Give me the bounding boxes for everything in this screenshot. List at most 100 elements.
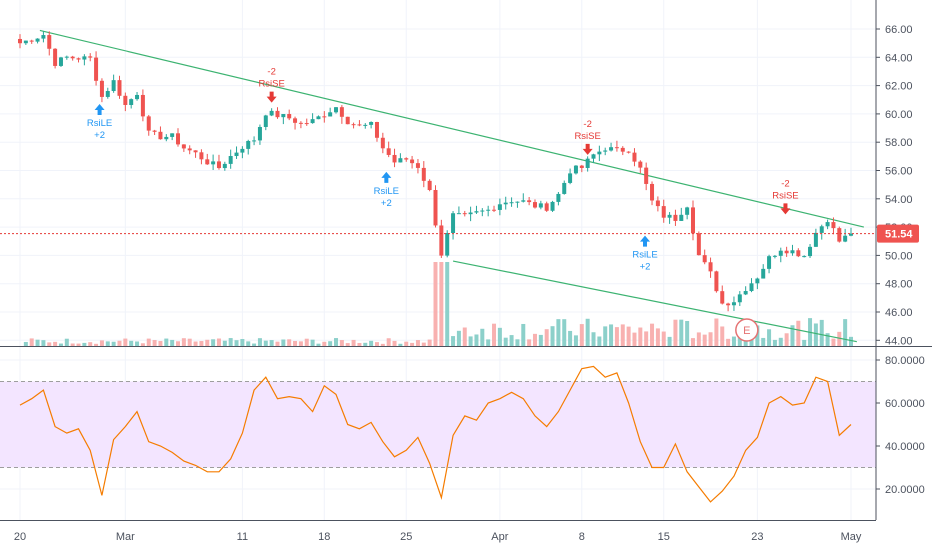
candle[interactable] (339, 105, 344, 124)
candle[interactable] (579, 164, 584, 173)
candle[interactable] (808, 244, 813, 258)
candle[interactable] (105, 87, 110, 99)
candle[interactable] (433, 185, 438, 228)
candle[interactable] (363, 123, 368, 129)
candle[interactable] (468, 206, 473, 222)
candle[interactable] (53, 48, 58, 69)
candle[interactable] (825, 219, 830, 230)
candle[interactable] (228, 149, 233, 169)
candle[interactable] (480, 208, 485, 217)
candle[interactable] (94, 51, 99, 86)
candle[interactable] (614, 140, 619, 152)
candle[interactable] (679, 207, 684, 221)
short-entry-signal[interactable]: RsiSE-2 (574, 119, 601, 155)
candle[interactable] (696, 231, 701, 256)
candle[interactable] (849, 227, 853, 237)
candle[interactable] (603, 147, 608, 156)
candle[interactable] (749, 278, 754, 293)
rsi-line[interactable] (19, 365, 852, 503)
candle[interactable] (690, 200, 695, 241)
candle[interactable] (726, 302, 731, 312)
candle[interactable] (269, 108, 274, 117)
candle[interactable] (731, 296, 736, 311)
candle[interactable] (404, 157, 409, 162)
candle[interactable] (47, 31, 52, 56)
candle[interactable] (88, 53, 93, 62)
candle[interactable] (199, 149, 204, 165)
candle[interactable] (673, 209, 678, 226)
candle[interactable] (796, 248, 801, 258)
candle[interactable] (737, 291, 742, 307)
candle[interactable] (650, 181, 655, 206)
candle[interactable] (568, 168, 573, 185)
candle[interactable] (720, 285, 725, 305)
candle[interactable] (497, 198, 502, 216)
short-entry-signal[interactable]: RsiSE-2 (772, 178, 799, 215)
candle[interactable] (328, 107, 333, 117)
candle[interactable] (743, 286, 748, 296)
candle[interactable] (205, 153, 210, 165)
candle[interactable] (117, 75, 122, 99)
candle[interactable] (304, 118, 309, 126)
candle[interactable] (451, 211, 456, 240)
candle[interactable] (790, 244, 795, 256)
candle[interactable] (275, 107, 280, 119)
candle[interactable] (369, 121, 374, 129)
candle[interactable] (222, 161, 227, 171)
candle[interactable] (35, 38, 40, 44)
candle[interactable] (562, 180, 567, 195)
candle[interactable] (123, 92, 128, 112)
candle[interactable] (386, 141, 391, 158)
candle[interactable] (538, 200, 543, 210)
candle[interactable] (240, 146, 245, 159)
candle[interactable] (532, 199, 537, 209)
candle[interactable] (263, 114, 268, 131)
candle[interactable] (351, 122, 356, 129)
candle[interactable] (632, 148, 637, 167)
candle[interactable] (515, 201, 520, 208)
candle[interactable] (129, 98, 134, 109)
candle[interactable] (655, 196, 660, 212)
candle[interactable] (462, 210, 467, 217)
candle[interactable] (644, 162, 649, 191)
candle[interactable] (527, 196, 532, 206)
candle[interactable] (398, 153, 403, 163)
candle[interactable] (176, 128, 181, 147)
candle[interactable] (843, 228, 848, 243)
candle[interactable] (216, 154, 221, 170)
candle[interactable] (591, 153, 596, 163)
candle[interactable] (486, 205, 491, 217)
candle[interactable] (252, 136, 257, 146)
candle[interactable] (410, 155, 415, 169)
candle[interactable] (187, 145, 192, 155)
candle[interactable] (287, 109, 292, 121)
candle[interactable] (439, 219, 444, 259)
candle[interactable] (298, 121, 303, 129)
long-entry-signal[interactable]: RsiLE+2 (632, 235, 658, 273)
candle[interactable] (456, 206, 461, 215)
candle[interactable] (152, 129, 157, 136)
candle[interactable] (544, 201, 549, 212)
candle[interactable] (82, 54, 87, 66)
candle[interactable] (661, 199, 666, 223)
trendlines[interactable] (39, 29, 865, 343)
trendline[interactable] (452, 260, 857, 343)
candle[interactable] (609, 142, 614, 152)
strategy-signals[interactable]: RsiLE+2RsiSE-2RsiLE+2RsiSE-2RsiLE+2RsiSE… (87, 67, 799, 273)
candle[interactable] (427, 179, 432, 192)
candle[interactable] (767, 254, 772, 274)
earnings-marker[interactable]: E (735, 318, 759, 342)
candle[interactable] (573, 165, 578, 175)
candle[interactable] (357, 120, 362, 127)
long-entry-signal[interactable]: RsiLE+2 (87, 103, 112, 141)
candle[interactable] (41, 31, 46, 43)
candle[interactable] (316, 115, 321, 120)
candlestick-series[interactable] (18, 31, 853, 312)
candle[interactable] (140, 89, 145, 122)
candle[interactable] (685, 206, 690, 220)
candle[interactable] (281, 113, 286, 125)
candle[interactable] (29, 39, 34, 44)
candle[interactable] (170, 133, 175, 141)
